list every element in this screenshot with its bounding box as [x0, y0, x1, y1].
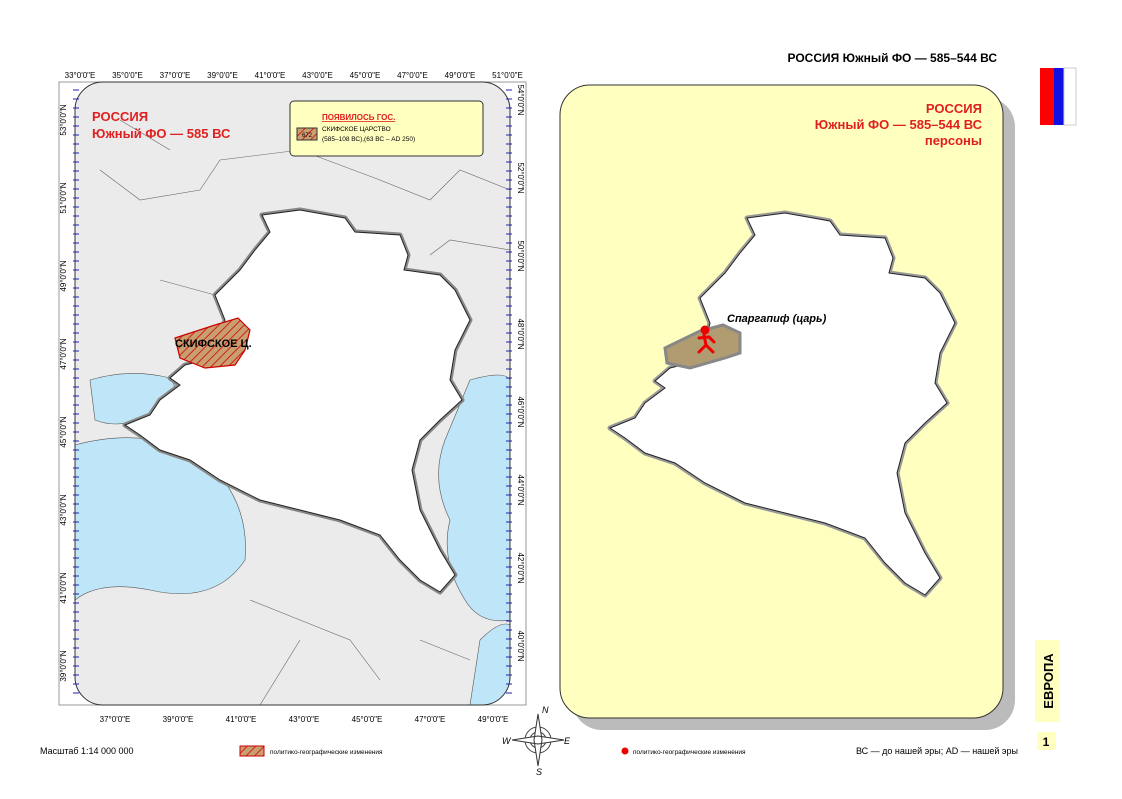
lon-label: 43°0'0"E: [289, 715, 320, 724]
lon-label: 41°0'0"E: [255, 71, 286, 80]
lon-label: 37°0'0"E: [100, 715, 131, 724]
lon-label: 47°0'0"E: [415, 715, 446, 724]
lat-label: 45°0'0"N: [59, 416, 68, 447]
right-map: [559, 84, 1015, 730]
lat-label: 46°0'0"N: [516, 396, 525, 427]
lat-label: 42°0'0"N: [516, 552, 525, 583]
lat-label: 44°0'0"N: [516, 474, 525, 505]
page-number: 1: [1043, 735, 1050, 749]
lat-label: 43°0'0"N: [59, 494, 68, 525]
lat-label: 51°0'0"N: [59, 182, 68, 213]
legend: ПОЯВИЛОСЬ ГОС. 672 СКИФСКОЕ ЦАРСТВО (585…: [289, 100, 484, 157]
lon-label: 49°0'0"E: [445, 71, 476, 80]
left-map: [58, 81, 527, 706]
lat-label: 40°0'0"N: [516, 630, 525, 661]
map-subtitle: Южный ФО — 585 ВС: [92, 126, 231, 141]
legend-dates: (585–108 ВС),(63 ВС – AD 250): [322, 136, 415, 143]
compass-w: W: [502, 736, 512, 746]
legend-swatch: [239, 745, 265, 757]
lat-label: 47°0'0"N: [59, 338, 68, 369]
footer-legend: политико-географические изменения: [633, 749, 746, 756]
lat-label: 41°0'0"N: [59, 572, 68, 603]
legend-heading: ПОЯВИЛОСЬ ГОС.: [322, 113, 395, 122]
compass-n: N: [542, 705, 549, 715]
footer-legend: политико-географические изменения: [270, 749, 383, 756]
lon-label: 49°0'0"E: [478, 715, 509, 724]
legend-name: СКИФСКОЕ ЦАРСТВО: [322, 126, 391, 133]
flag: [1040, 67, 1077, 126]
map-note: персоны: [925, 133, 982, 148]
lat-label: 49°0'0"N: [59, 260, 68, 291]
lat-label: 54°0'0"N: [516, 84, 525, 115]
side-tab: [1035, 640, 1060, 722]
map-label: СКИФСКОЕ Ц.: [175, 338, 252, 350]
lat-label: 48°0'0"N: [516, 318, 525, 349]
lon-label: 45°0'0"E: [350, 71, 381, 80]
page-box: [1037, 732, 1056, 750]
lon-label: 41°0'0"E: [226, 715, 257, 724]
lon-label: 45°0'0"E: [352, 715, 383, 724]
lon-label: 35°0'0"E: [112, 71, 143, 80]
legend-badge: 672: [302, 133, 313, 139]
region-tab: ЕВРОПА: [1041, 653, 1056, 709]
lon-label: 39°0'0"E: [163, 715, 194, 724]
lat-label: 53°0'0"N: [59, 104, 68, 135]
lon-label: 37°0'0"E: [160, 71, 191, 80]
lat-label: 50°0'0"N: [516, 240, 525, 271]
lat-label: 52°0'0"N: [516, 162, 525, 193]
era-note: ВС — до нашей эры; AD — нашей эры: [856, 746, 1018, 756]
compass-e: E: [564, 736, 571, 746]
map-title: РОССИЯ: [92, 109, 148, 124]
lon-label: 51°0'0"E: [492, 71, 523, 80]
lon-label: 39°0'0"E: [207, 71, 238, 80]
scythian-area: [174, 317, 251, 369]
compass: N W E S: [502, 705, 571, 777]
lon-label: 43°0'0"E: [302, 71, 333, 80]
lat-label: 39°0'0"N: [59, 650, 68, 681]
legend-dot: [621, 747, 629, 755]
header-title: РОССИЯ Южный ФО — 585–544 ВС: [787, 51, 997, 65]
compass-s: S: [536, 767, 542, 777]
map-title: РОССИЯ: [926, 101, 982, 116]
person-label: Спаргапиф (царь): [727, 313, 827, 325]
scale: Масштаб 1:14 000 000: [40, 746, 134, 756]
map-subtitle: Южный ФО — 585–544 ВС: [815, 117, 983, 132]
lon-label: 33°0'0"E: [65, 71, 96, 80]
lon-label: 47°0'0"E: [397, 71, 428, 80]
